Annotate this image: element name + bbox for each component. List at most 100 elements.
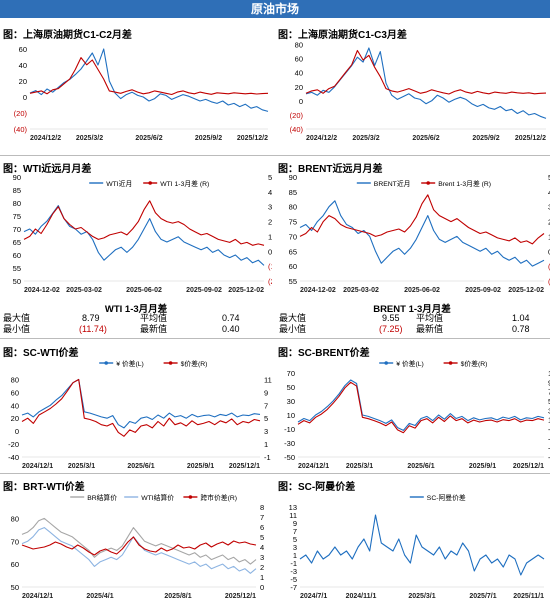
y-tick-label: 0 bbox=[23, 93, 27, 102]
y2-tick-label: 1 bbox=[268, 232, 272, 241]
y-tick-label: 20 bbox=[19, 77, 27, 86]
y2-tick-label: (1) bbox=[548, 262, 550, 271]
series-line bbox=[305, 47, 547, 119]
legend-label: BRENT近月 bbox=[374, 179, 411, 188]
brent-stats-title: BRENT 1-3月月差 bbox=[373, 304, 451, 315]
x-tick-label: 2025/7/1 bbox=[469, 593, 496, 600]
legend-marker bbox=[426, 181, 430, 185]
y2-tick-label: 5 bbox=[268, 173, 272, 182]
y2-tick-label: 9 bbox=[548, 378, 550, 387]
y-tick-label: -7 bbox=[290, 583, 297, 592]
y2-tick-label: 4 bbox=[260, 543, 264, 552]
brent-min-value: (7.25) bbox=[379, 324, 403, 334]
y-tick-label: 65 bbox=[13, 238, 21, 247]
x-tick-label: 2024/11/1 bbox=[346, 593, 377, 600]
y-tick-label: 85 bbox=[13, 186, 21, 195]
x-tick-label: 2024/7/1 bbox=[300, 593, 327, 600]
brent-avg-value: 1.04 bbox=[512, 313, 530, 323]
x-tick-label: 2025/12/2 bbox=[237, 135, 268, 142]
legend-marker bbox=[148, 181, 152, 185]
chart-title: 图：SC-阿曼价差 bbox=[278, 482, 356, 493]
y-tick-label: 50 bbox=[13, 277, 21, 286]
wti-avg-label: 平均值 bbox=[140, 313, 168, 323]
y2-tick-label: 5 bbox=[260, 533, 264, 542]
y-tick-label: 60 bbox=[11, 388, 19, 397]
wti-max-label: 最大值 bbox=[3, 313, 31, 323]
legend-label: ¥ 价差(L) bbox=[116, 359, 144, 368]
y-tick-label: 40 bbox=[11, 401, 19, 410]
x-tick-label: 2025/6/2 bbox=[412, 135, 439, 142]
y-tick-label: 70 bbox=[287, 369, 295, 378]
legend-label: WTI结算价 bbox=[141, 493, 174, 502]
y-tick-label: -5 bbox=[290, 575, 297, 584]
y-tick-label: -20 bbox=[8, 440, 19, 449]
y2-tick-label: 9 bbox=[264, 388, 268, 397]
legend-marker bbox=[448, 361, 453, 365]
series-line bbox=[299, 200, 545, 267]
wti-stats-row-2: 最小值 (11.74) 最新值 0.40 bbox=[0, 324, 272, 335]
y-tick-label: 60 bbox=[19, 45, 27, 54]
y-tick-label: 0 bbox=[299, 97, 303, 106]
y-tick-label: 85 bbox=[289, 188, 297, 197]
wti-latest-value: 0.40 bbox=[222, 324, 240, 334]
chart-c5: 80 60 40 20 0 -20 -40 11 9 7 5 3 1 -1 2024/12/1 2025/3/… bbox=[8, 359, 272, 470]
wti-stats-title: WTI 1-3月月差 bbox=[104, 304, 168, 315]
chart-title: 图：SC-BRENT价差 bbox=[278, 348, 370, 359]
x-tick-label: 2024/12/1 bbox=[22, 593, 53, 600]
y2-tick-label: 0 bbox=[548, 247, 550, 256]
y2-tick-label: 0 bbox=[260, 583, 264, 592]
y-tick-label: 80 bbox=[11, 514, 19, 523]
x-tick-label: 2025-12-02 bbox=[508, 287, 544, 294]
x-tick-label: 2025-09-02 bbox=[465, 287, 501, 294]
legend-label: ¥ 价差(L) bbox=[396, 359, 424, 368]
wti-max-value: 8.79 bbox=[82, 313, 100, 323]
x-tick-label: 2024/12/2 bbox=[306, 135, 337, 142]
chart-title: 图：BRT-WTI价差 bbox=[3, 482, 85, 493]
brent-max-label: 最大值 bbox=[279, 313, 307, 323]
y2-tick-label: 11 bbox=[264, 375, 272, 384]
y-tick-label: 60 bbox=[11, 560, 19, 569]
series-line bbox=[21, 536, 257, 556]
chart-title: 图：BRENT近远月月差 bbox=[278, 164, 383, 175]
y2-tick-label: 1 bbox=[548, 416, 550, 425]
y2-tick-label: (2) bbox=[268, 277, 272, 286]
y-tick-label: 80 bbox=[13, 199, 21, 208]
y2-tick-label: 2 bbox=[268, 218, 272, 227]
y2-tick-label: 4 bbox=[268, 188, 272, 197]
y-tick-label: 30 bbox=[287, 397, 295, 406]
y-tick-label: -50 bbox=[284, 453, 295, 462]
x-tick-label: 2025/9/2 bbox=[195, 135, 222, 142]
brent-avg-label: 平均值 bbox=[416, 313, 444, 323]
brent-max-value: 9.55 bbox=[382, 313, 400, 323]
wti-latest-label: 最新值 bbox=[140, 324, 168, 334]
y-tick-label: 60 bbox=[289, 262, 297, 271]
y2-tick-label: -3 bbox=[548, 434, 550, 443]
y-tick-label: 20 bbox=[295, 83, 303, 92]
x-tick-label: 2025-09-02 bbox=[186, 287, 222, 294]
brent-stats-row-2: 最小值 (7.25) 最新值 0.78 bbox=[276, 324, 548, 335]
y2-tick-label: -7 bbox=[548, 453, 550, 462]
y2-tick-label: (2) bbox=[548, 277, 550, 286]
y-tick-label: (20) bbox=[290, 111, 304, 120]
y-tick-label: 9 bbox=[293, 519, 297, 528]
series-line bbox=[21, 378, 261, 429]
y-tick-label: -10 bbox=[284, 425, 295, 434]
y-tick-label: 70 bbox=[11, 537, 19, 546]
y-tick-label: 40 bbox=[19, 61, 27, 70]
x-tick-label: 2025/4/1 bbox=[86, 593, 113, 600]
x-tick-label: 2025/9/1 bbox=[469, 463, 496, 470]
y-tick-label: 60 bbox=[295, 55, 303, 64]
y2-tick-label: 3 bbox=[264, 427, 268, 436]
y2-tick-label: 7 bbox=[548, 388, 550, 397]
y2-tick-label: 2 bbox=[260, 563, 264, 572]
x-tick-label: 2025/12/1 bbox=[229, 463, 260, 470]
series-line bbox=[299, 194, 545, 245]
y-tick-label: 70 bbox=[13, 225, 21, 234]
y-tick-label: 80 bbox=[289, 203, 297, 212]
y-tick-label: 75 bbox=[13, 212, 21, 221]
y2-tick-label: 6 bbox=[260, 523, 264, 532]
y-tick-label: 20 bbox=[11, 414, 19, 423]
brent-latest-label: 最新值 bbox=[416, 324, 444, 334]
y2-tick-label: 5 bbox=[548, 397, 550, 406]
y2-tick-label: 1 bbox=[548, 232, 550, 241]
